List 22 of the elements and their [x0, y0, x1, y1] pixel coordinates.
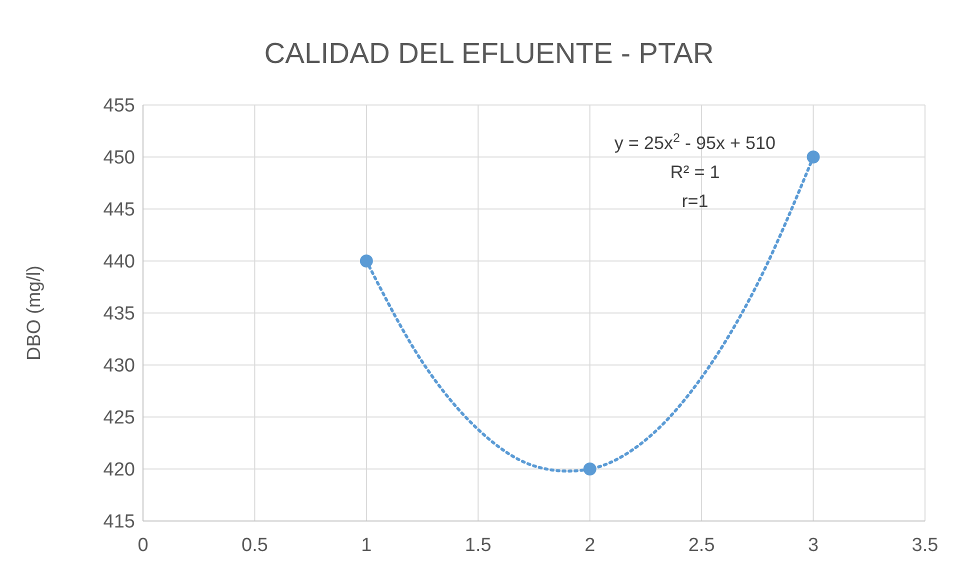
- y-tick-label: 450: [103, 148, 135, 169]
- y-tick-label: 445: [103, 200, 135, 221]
- chart-title: CALIDAD DEL EFLUENTE - PTAR: [264, 38, 714, 70]
- y-tick-label: 435: [103, 304, 135, 325]
- x-tick-label: 1.5: [464, 535, 492, 556]
- x-tick-label: 3.5: [912, 535, 938, 556]
- y-tick-label: 425: [103, 408, 135, 429]
- x-tick-label: 0: [138, 535, 148, 556]
- annotation: r=1: [682, 191, 708, 211]
- y-tick-label: 430: [103, 356, 135, 377]
- x-tick-label: 2: [584, 535, 596, 556]
- x-tick-label: 3: [808, 535, 819, 556]
- annotation: R² = 1: [670, 162, 720, 182]
- y-tick-label: 420: [103, 460, 135, 481]
- annotation: y = 25x$^{2}$ - 95x + 510: [614, 131, 776, 153]
- y-tick-label: 455: [103, 96, 135, 117]
- y-axis-title: DBO (mg/l): [24, 266, 45, 360]
- y-tick-label: 415: [103, 512, 135, 533]
- x-tick-label: 0.5: [242, 535, 268, 556]
- x-tick-label: 1: [361, 535, 372, 556]
- y-tick-label: 440: [103, 252, 135, 273]
- x-tick-label: 2.5: [688, 535, 715, 556]
